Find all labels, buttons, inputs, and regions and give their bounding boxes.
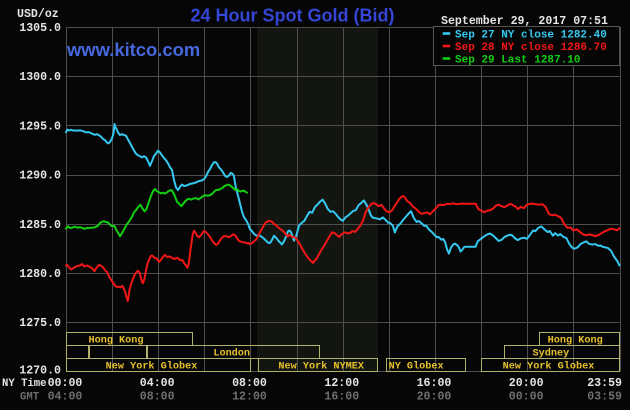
svg-text:Hong Kong: Hong Kong bbox=[88, 335, 143, 346]
svg-text:1290.0: 1290.0 bbox=[19, 170, 61, 183]
svg-text:1270.0: 1270.0 bbox=[19, 364, 61, 377]
svg-text:04:00: 04:00 bbox=[48, 391, 83, 404]
svg-text:New York Globex: New York Globex bbox=[503, 360, 595, 372]
svg-text:NY Globex: NY Globex bbox=[389, 360, 444, 372]
svg-text:1295.0: 1295.0 bbox=[19, 120, 61, 133]
svg-text:Sep 29 Last 1287.10: Sep 29 Last 1287.10 bbox=[455, 55, 580, 67]
svg-text:04:00: 04:00 bbox=[140, 377, 175, 390]
svg-text:24 Hour Spot Gold (Bid): 24 Hour Spot Gold (Bid) bbox=[191, 6, 395, 26]
svg-text:20:00: 20:00 bbox=[509, 377, 544, 390]
svg-text:12:00: 12:00 bbox=[324, 377, 359, 390]
svg-text:1300.0: 1300.0 bbox=[19, 71, 61, 84]
svg-text:www.kitco.com: www.kitco.com bbox=[66, 39, 200, 60]
svg-text:03:59: 03:59 bbox=[587, 391, 622, 404]
svg-text:USD/oz: USD/oz bbox=[17, 8, 59, 21]
svg-text:GMT: GMT bbox=[20, 392, 40, 404]
svg-text:16:00: 16:00 bbox=[417, 377, 452, 390]
svg-text:New York Globex: New York Globex bbox=[106, 360, 198, 372]
svg-text:1275.0: 1275.0 bbox=[19, 317, 61, 330]
svg-text:23:59: 23:59 bbox=[587, 377, 622, 390]
svg-text:September 29, 2017 07:51: September 29, 2017 07:51 bbox=[441, 15, 608, 28]
svg-text:NY Time: NY Time bbox=[2, 378, 47, 390]
svg-text:1285.0: 1285.0 bbox=[19, 219, 61, 232]
svg-text:12:00: 12:00 bbox=[232, 391, 267, 404]
svg-text:00:00: 00:00 bbox=[509, 391, 544, 404]
svg-text:20:00: 20:00 bbox=[417, 391, 452, 404]
svg-text:London: London bbox=[213, 347, 250, 359]
svg-text:Sep 27 NY close 1282.40: Sep 27 NY close 1282.40 bbox=[455, 30, 607, 42]
svg-text:00:00: 00:00 bbox=[48, 377, 83, 390]
svg-text:1305.0: 1305.0 bbox=[19, 22, 61, 35]
svg-text:08:00: 08:00 bbox=[140, 391, 175, 404]
svg-text:1280.0: 1280.0 bbox=[19, 268, 61, 281]
svg-text:Sep 28 NY close 1286.70: Sep 28 NY close 1286.70 bbox=[455, 42, 607, 54]
svg-text:08:00: 08:00 bbox=[232, 377, 267, 390]
svg-text:Sydney: Sydney bbox=[533, 347, 570, 359]
svg-text:16:00: 16:00 bbox=[324, 391, 359, 404]
svg-text:Hong Kong: Hong Kong bbox=[548, 335, 603, 346]
svg-text:New York NYMEX: New York NYMEX bbox=[278, 360, 364, 372]
